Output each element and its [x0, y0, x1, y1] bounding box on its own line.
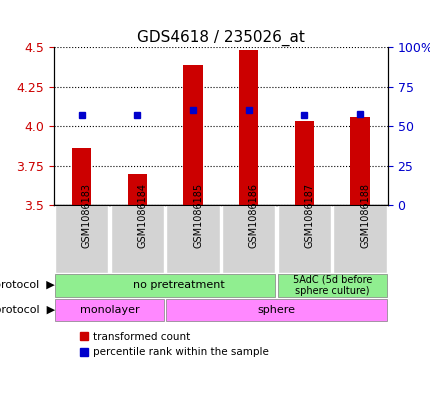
Text: GSM1086183: GSM1086183	[82, 183, 92, 248]
Bar	[294, 121, 313, 205]
Text: GSM1086185: GSM1086185	[193, 183, 203, 248]
Text: 5AdC (5d before
sphere culture): 5AdC (5d before sphere culture)	[292, 275, 371, 296]
Bar	[183, 64, 203, 205]
Text: growth protocol  ▶: growth protocol ▶	[0, 305, 55, 315]
Text: no pretreatment: no pretreatment	[133, 281, 224, 290]
Text: GSM1086184: GSM1086184	[137, 183, 147, 248]
FancyBboxPatch shape	[166, 299, 386, 321]
FancyBboxPatch shape	[55, 274, 275, 297]
FancyBboxPatch shape	[277, 274, 386, 297]
Text: sphere: sphere	[257, 305, 295, 315]
Bar	[72, 148, 91, 205]
FancyBboxPatch shape	[277, 205, 330, 273]
Text: GSM1086188: GSM1086188	[359, 183, 369, 248]
Legend: transformed count, percentile rank within the sample: transformed count, percentile rank withi…	[76, 328, 273, 362]
Bar	[350, 117, 369, 205]
Text: monolayer: monolayer	[80, 305, 139, 315]
Bar	[127, 174, 147, 205]
Text: GSM1086186: GSM1086186	[248, 183, 258, 248]
FancyBboxPatch shape	[166, 205, 219, 273]
Bar	[238, 50, 258, 205]
Text: protocol  ▶: protocol ▶	[0, 281, 55, 290]
FancyBboxPatch shape	[111, 205, 164, 273]
FancyBboxPatch shape	[221, 205, 275, 273]
Title: GDS4618 / 235026_at: GDS4618 / 235026_at	[137, 29, 304, 46]
FancyBboxPatch shape	[332, 205, 386, 273]
FancyBboxPatch shape	[55, 299, 164, 321]
Text: GSM1086187: GSM1086187	[304, 183, 313, 248]
FancyBboxPatch shape	[55, 205, 108, 273]
